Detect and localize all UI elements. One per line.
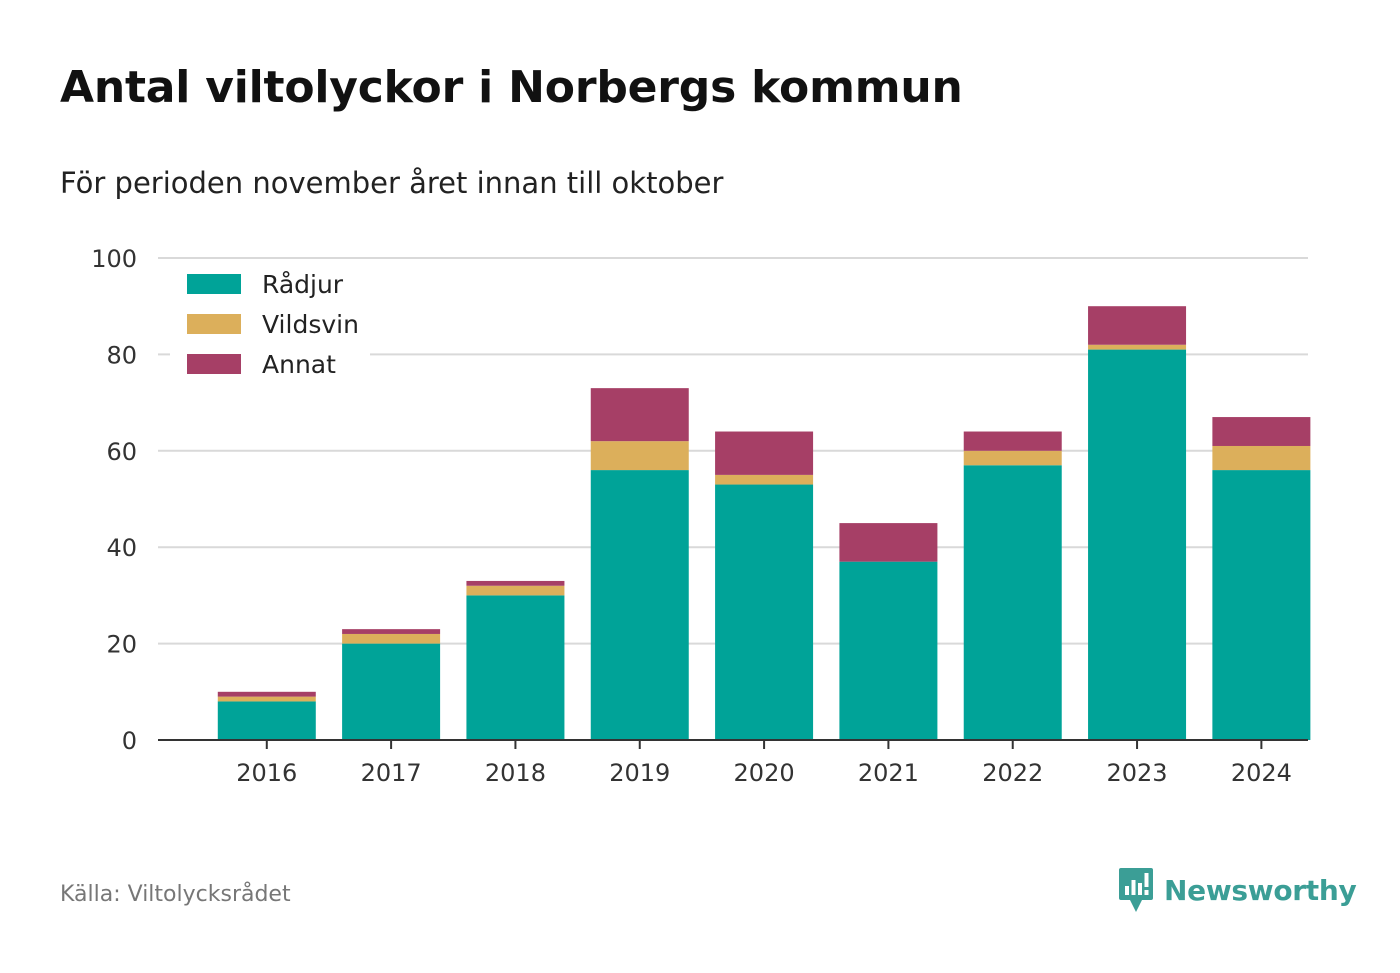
y-tick-label: 40 [106,534,137,562]
y-tick-label: 60 [106,438,137,466]
legend-label: Rådjur [262,270,344,299]
bar-segment [217,696,316,702]
source-note: Källa: Viltolycksrådet [60,882,291,907]
x-tick-label: 2016 [236,759,297,787]
bar-segment [466,595,565,740]
bar-segment [1088,344,1187,350]
bar-segment [715,431,814,475]
bar-segment [1212,445,1311,471]
bar-segment [342,643,441,740]
legend-swatch [187,274,241,294]
chart-title: Antal viltolyckor i Norbergs kommun [60,62,963,113]
bar-segment [590,441,689,471]
bar-segment [715,484,814,740]
x-tick-label: 2021 [858,759,919,787]
y-tick-label: 20 [106,631,137,659]
bar-segment [715,474,814,485]
bar-segment [590,388,689,442]
legend-swatch [187,354,241,374]
bar-segment [839,561,938,740]
x-tick-label: 2020 [734,759,795,787]
y-tick-label: 100 [91,245,137,273]
y-tick-label: 0 [122,727,137,755]
brand-logo: Newsworthy [1118,866,1357,914]
bar-segment [839,523,938,562]
bar-segment [217,691,316,697]
bar-segment [963,465,1062,740]
chart-subtitle: För perioden november året innan till ok… [60,166,724,200]
bar-segment [963,431,1062,451]
legend: Rådjur Vildsvin Annat [170,262,370,384]
bars [217,306,1311,740]
y-tick-label: 80 [106,341,137,369]
bar-segment [466,585,565,596]
x-tick-label: 2024 [1231,759,1292,787]
bar-segment [1088,349,1187,740]
x-tick-label: 2017 [361,759,422,787]
x-tick-label: 2023 [1107,759,1168,787]
bar-segment [342,629,441,634]
bar-segment [342,633,441,644]
legend-label: Annat [262,350,336,379]
brand-name: Newsworthy [1164,873,1357,907]
x-tick-label: 2022 [982,759,1043,787]
x-tick-label: 2019 [609,759,670,787]
legend-label: Vildsvin [262,310,359,339]
bar-segment [466,580,565,586]
bar-segment [590,470,689,740]
x-tick-label: 2018 [485,759,546,787]
bar-segment [1088,306,1187,345]
axes: 0 20 40 60 80 100 2016 2017 2018 2019 2020 2021 2022… [91,245,1308,787]
legend-swatch [187,314,241,334]
bar-segment [217,701,316,740]
bar-segment [963,450,1062,466]
newsworthy-logo-icon [1119,868,1153,912]
bar-segment [1212,470,1311,740]
bar-segment [1212,417,1311,446]
